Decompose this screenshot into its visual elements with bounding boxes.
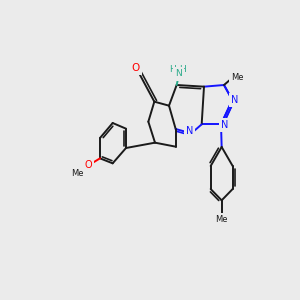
Text: H: H (179, 64, 186, 74)
Text: Me: Me (215, 215, 228, 224)
Text: O: O (84, 160, 92, 170)
Text: O: O (131, 63, 140, 73)
Text: N: N (221, 120, 229, 130)
Text: Me: Me (71, 169, 84, 178)
Text: Me: Me (231, 73, 243, 82)
Text: N: N (186, 126, 193, 136)
Text: H: H (169, 64, 176, 74)
Text: N: N (231, 95, 238, 105)
Text: N: N (175, 70, 182, 79)
